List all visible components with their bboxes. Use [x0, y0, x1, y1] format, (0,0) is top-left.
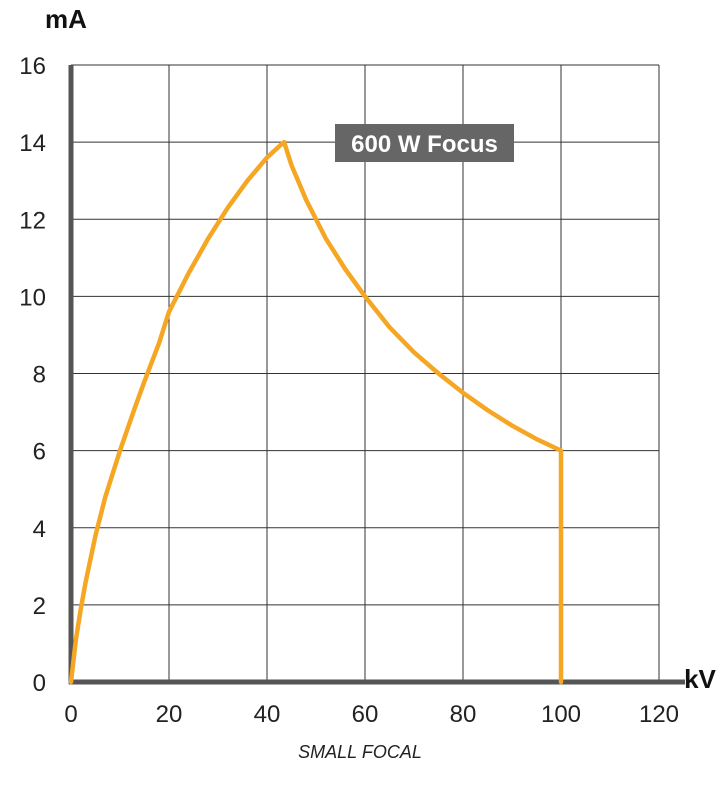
x-tick-label: 20 [156, 701, 183, 728]
y-tick-label: 6 [33, 439, 46, 466]
series-group [68, 139, 564, 685]
axes [68, 65, 685, 685]
x-tick-labels: 0 20 40 60 80 100 120 [64, 701, 679, 728]
x-tick-label: 80 [450, 701, 477, 728]
chart-caption: SMALL FOCAL [298, 742, 422, 762]
y-tick-label: 16 [19, 53, 46, 80]
y-tick-label: 10 [19, 284, 46, 311]
x-axis-label: kV [684, 664, 716, 694]
x-tick-label: 60 [352, 701, 379, 728]
y-tick-label: 2 [33, 593, 46, 620]
y-tick-label: 14 [19, 130, 46, 157]
x-tick-label: 100 [541, 701, 581, 728]
y-tick-labels: 0 2 4 6 8 10 12 14 16 [19, 53, 46, 697]
annotation-badge-background [335, 124, 514, 162]
y-axis-label: mA [45, 4, 87, 34]
y-tick-label: 12 [19, 207, 46, 234]
series-line-600w-focus [68, 139, 564, 685]
y-tick-label: 4 [33, 516, 46, 543]
y-tick-label: 8 [33, 362, 46, 389]
x-tick-label: 40 [254, 701, 281, 728]
y-tick-label: 0 [33, 670, 46, 697]
annotation-badge: 600 W Focus [335, 124, 514, 162]
x-tick-label: 0 [64, 701, 77, 728]
annotation-text: 600 W Focus [351, 131, 498, 158]
x-tick-label: 120 [639, 701, 679, 728]
